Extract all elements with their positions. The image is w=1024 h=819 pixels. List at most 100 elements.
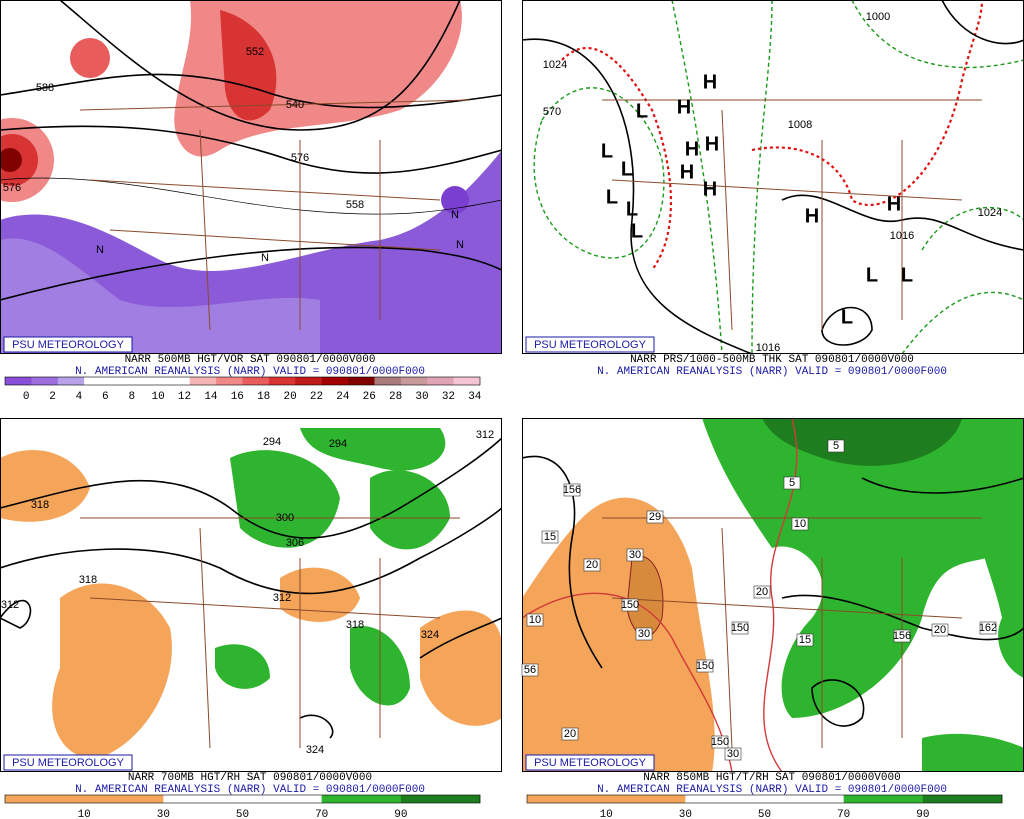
map-label: L — [901, 264, 913, 286]
colorbar-label: 90 — [394, 809, 407, 819]
colorbar-label: 6 — [102, 391, 109, 403]
caption-line: N. AMERICAN REANALYSIS (NARR) VALID = 09… — [597, 366, 947, 378]
map-label: L — [866, 264, 878, 286]
colorbar-swatch — [163, 795, 243, 803]
colorbar-swatch — [400, 795, 481, 803]
label-box — [696, 659, 714, 673]
map-label: L — [636, 100, 648, 122]
map-label: 5 — [833, 440, 839, 452]
map-label: 150 — [731, 622, 749, 634]
colorbar-label: 16 — [231, 391, 244, 403]
colorbar-swatch — [453, 377, 481, 385]
colorbar-label: 10 — [78, 809, 91, 819]
colorbar-label: 70 — [315, 809, 328, 819]
colorbar-swatch — [242, 795, 322, 803]
map-label: H — [685, 138, 699, 160]
map-label: 1016 — [756, 342, 780, 354]
colorbar-label: 24 — [336, 391, 350, 403]
map-label: 20 — [934, 624, 946, 636]
colorbar-swatch — [242, 377, 270, 385]
colorbar-label: 12 — [178, 391, 191, 403]
colorbar-swatch — [31, 377, 59, 385]
label-box — [893, 629, 911, 643]
label-box — [561, 727, 579, 741]
colorbar-label: 50 — [758, 809, 771, 819]
colorbar-swatch — [321, 795, 402, 803]
colorbar-swatch — [400, 377, 428, 385]
map-label: 156 — [563, 484, 581, 496]
colorbar-label: 90 — [916, 809, 929, 819]
map-label: 150 — [696, 660, 714, 672]
colorbar-swatch — [295, 377, 322, 385]
map-label: 306 — [286, 537, 304, 549]
label-box — [791, 517, 809, 531]
map-label: 156 — [893, 630, 911, 642]
colorbar-label: 34 — [468, 391, 482, 403]
colorbar-label: 10 — [600, 809, 613, 819]
caption-line: NARR 700MB HGT/RH SAT 090801/0000V000 — [128, 772, 372, 784]
colorbar-label: 30 — [157, 809, 170, 819]
label-box — [931, 623, 949, 637]
colorbar-swatch — [136, 377, 164, 385]
map-label: 318 — [79, 574, 97, 586]
map-label: 1016 — [890, 230, 914, 242]
colorbar-swatch — [110, 377, 138, 385]
label-box — [724, 747, 742, 761]
colorbar-frame — [4, 376, 481, 386]
map-label: 588 — [36, 82, 54, 94]
map-label: 30 — [638, 628, 650, 640]
map-label: 30 — [727, 748, 739, 760]
map-label: H — [680, 161, 694, 183]
map-label: H — [887, 193, 901, 215]
colorbar-label: 22 — [310, 391, 323, 403]
colorbar-swatch — [348, 377, 375, 385]
map-label: N — [456, 239, 464, 251]
colorbar-swatch — [5, 795, 85, 803]
map-label: 312 — [1, 599, 19, 611]
colorbar-swatch — [268, 377, 296, 385]
map-label: 318 — [31, 499, 49, 511]
colorbar-swatch — [189, 377, 217, 385]
colorbar-label: 70 — [837, 809, 850, 819]
map-label: 294 — [329, 438, 347, 450]
colorbar-swatch — [84, 795, 164, 803]
branding: PSU METEOROLOGY — [12, 339, 125, 351]
map-label: 15 — [544, 531, 556, 543]
map-label: 576 — [291, 152, 309, 164]
label-box — [979, 621, 997, 635]
colorbar-swatch — [606, 795, 686, 803]
map-label: 10 — [794, 518, 806, 530]
map-label: 1008 — [788, 119, 812, 131]
map-label: 5 — [789, 477, 795, 489]
map-label: N — [451, 209, 459, 221]
label-box — [753, 585, 771, 599]
colorbar-frame — [526, 794, 1003, 804]
colorbar-label: 18 — [257, 391, 270, 403]
map-label: N — [96, 244, 104, 256]
label-box — [521, 663, 539, 677]
colorbar-label: 14 — [204, 391, 218, 403]
map-label: H — [805, 205, 819, 227]
map-label: 570 — [543, 106, 561, 118]
map-label: 558 — [346, 199, 364, 211]
map-label: 29 — [649, 511, 661, 523]
label-box — [827, 439, 845, 453]
colorbar-swatch — [764, 795, 844, 803]
label-box — [526, 613, 544, 627]
label-box — [731, 621, 749, 635]
label-box — [583, 558, 601, 572]
label-box — [563, 483, 581, 497]
map-label: N — [261, 252, 269, 264]
colorbar-swatch — [163, 377, 191, 385]
map-label: 20 — [586, 559, 598, 571]
colorbar-label: 8 — [128, 391, 135, 403]
map-label: 294 — [263, 436, 281, 448]
map-label: 1000 — [866, 11, 890, 23]
map-label: L — [631, 220, 643, 242]
colorbar-label: 26 — [363, 391, 376, 403]
map-label: L — [601, 140, 613, 162]
colorbar-swatch — [321, 377, 349, 385]
panel: PSU METEOROLOGY NARR PRS/1000-500MB THK S… — [522, 0, 1024, 378]
